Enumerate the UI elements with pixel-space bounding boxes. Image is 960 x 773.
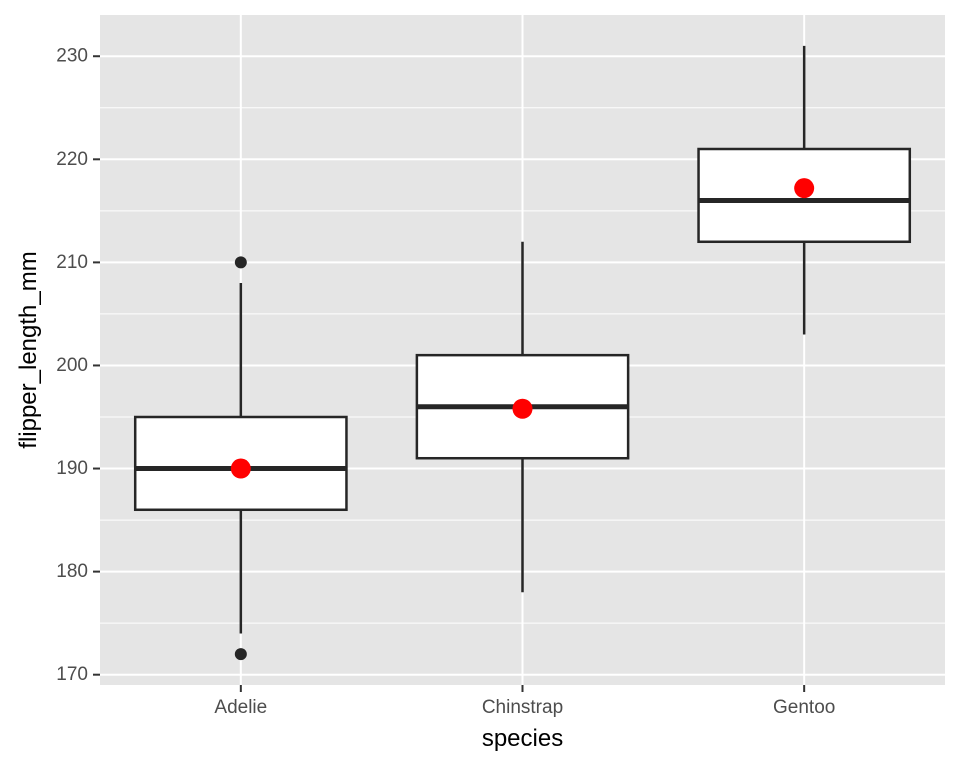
x-tick-label: Gentoo — [773, 697, 835, 718]
y-tick-label: 180 — [56, 561, 88, 582]
box-chinstrap — [415, 241, 630, 593]
y-tick-label: 170 — [56, 664, 88, 685]
y-tick-label: 190 — [56, 458, 88, 479]
y-axis-title: flipper_length_mm — [15, 251, 42, 448]
outlier-point — [234, 256, 247, 269]
box-gentoo — [697, 45, 912, 335]
y-axis: 170 180 190 200 210 220 230 — [56, 46, 100, 685]
x-tick-label: Adelie — [214, 697, 267, 718]
mean-point — [512, 398, 533, 419]
box-adelie — [133, 256, 348, 661]
y-tick-label: 210 — [56, 252, 88, 273]
y-tick-label: 230 — [56, 46, 88, 67]
y-tick-label: 200 — [56, 355, 88, 376]
outlier-point — [234, 648, 247, 661]
x-axis: Adelie Chinstrap Gentoo — [214, 685, 835, 718]
mean-point — [794, 178, 815, 199]
boxes-layer — [133, 45, 912, 661]
x-tick-label: Chinstrap — [482, 697, 563, 718]
mean-point — [230, 458, 251, 479]
x-axis-title: species — [482, 725, 563, 752]
y-tick-label: 220 — [56, 149, 88, 170]
